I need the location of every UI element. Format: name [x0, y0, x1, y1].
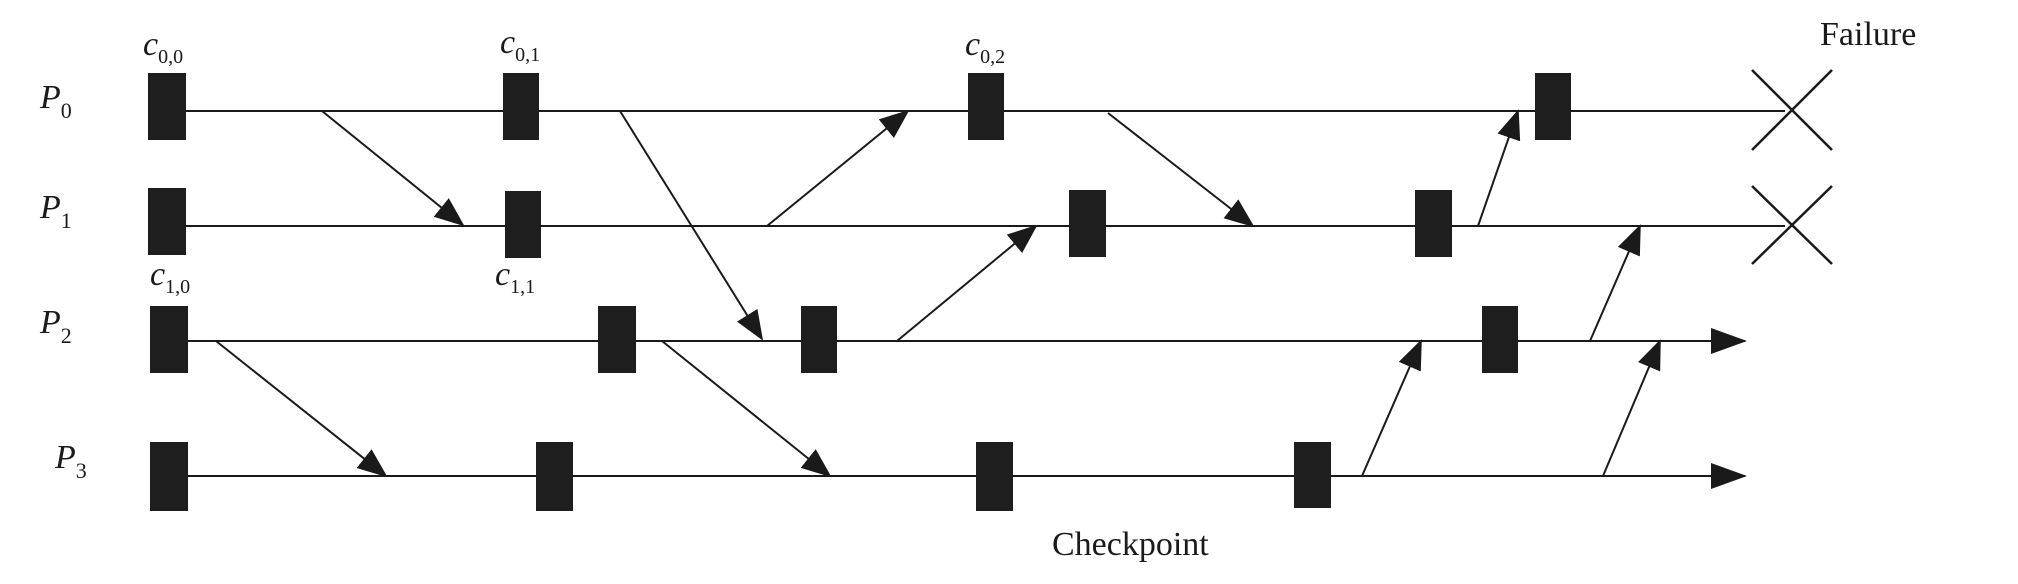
message-arrow	[321, 110, 465, 227]
message-arrow	[1589, 224, 1641, 342]
checkpoint-label-c11: c1,1	[495, 256, 535, 298]
message-arrow	[661, 340, 832, 478]
checkpoint-labels: c0,0 c0,1 c0,2 c1,0 c1,1	[143, 24, 1005, 298]
checkpoint-caption: Checkpoint	[1052, 526, 1209, 563]
checkpoint-block	[503, 73, 539, 140]
checkpoint-block	[1069, 190, 1106, 257]
checkpoint-block	[1482, 306, 1518, 373]
process-label-p3: P3	[54, 439, 87, 483]
message-arrow	[766, 109, 910, 227]
failure-cross-p1-icon	[1751, 185, 1833, 265]
failure-cross-p0-icon	[1751, 69, 1833, 151]
message-arrow	[1361, 339, 1422, 477]
checkpoints	[148, 73, 1571, 511]
message-arrow	[896, 224, 1038, 342]
messages	[215, 109, 1661, 478]
checkpoint-block	[536, 442, 573, 511]
checkpoint-block	[976, 442, 1013, 511]
message-arrow	[619, 110, 764, 341]
checkpoint-block	[598, 306, 636, 373]
checkpoint-label-c02: c0,2	[965, 26, 1005, 68]
failure-label: Failure	[1820, 16, 1916, 53]
checkpoint-block	[150, 306, 188, 373]
checkpoint-block	[148, 73, 186, 140]
checkpoint-block	[505, 191, 541, 258]
checkpoint-block	[148, 188, 186, 255]
checkpoint-label-c10: c1,0	[150, 256, 190, 298]
process-label-p1: P1	[39, 189, 72, 233]
timelines	[150, 110, 1785, 489]
checkpoint-block	[150, 442, 188, 511]
failure-crosses	[1751, 69, 1833, 265]
process-label-p2: P2	[39, 304, 72, 348]
process-labels: P0 P1 P2 P3	[39, 79, 87, 483]
checkpoint-block	[968, 73, 1004, 140]
checkpoint-block	[1535, 73, 1571, 140]
message-arrow	[215, 340, 388, 478]
checkpoint-block	[1294, 442, 1331, 508]
checkpoint-block	[1415, 190, 1452, 257]
message-arrow	[1602, 339, 1661, 477]
checkpoint-label-c00: c0,0	[143, 26, 183, 68]
checkpoint-label-c01: c0,1	[500, 24, 540, 66]
process-label-p0: P0	[39, 79, 72, 123]
message-arrow	[1107, 112, 1255, 228]
message-arrow	[1477, 109, 1521, 227]
checkpoint-block	[801, 306, 837, 373]
